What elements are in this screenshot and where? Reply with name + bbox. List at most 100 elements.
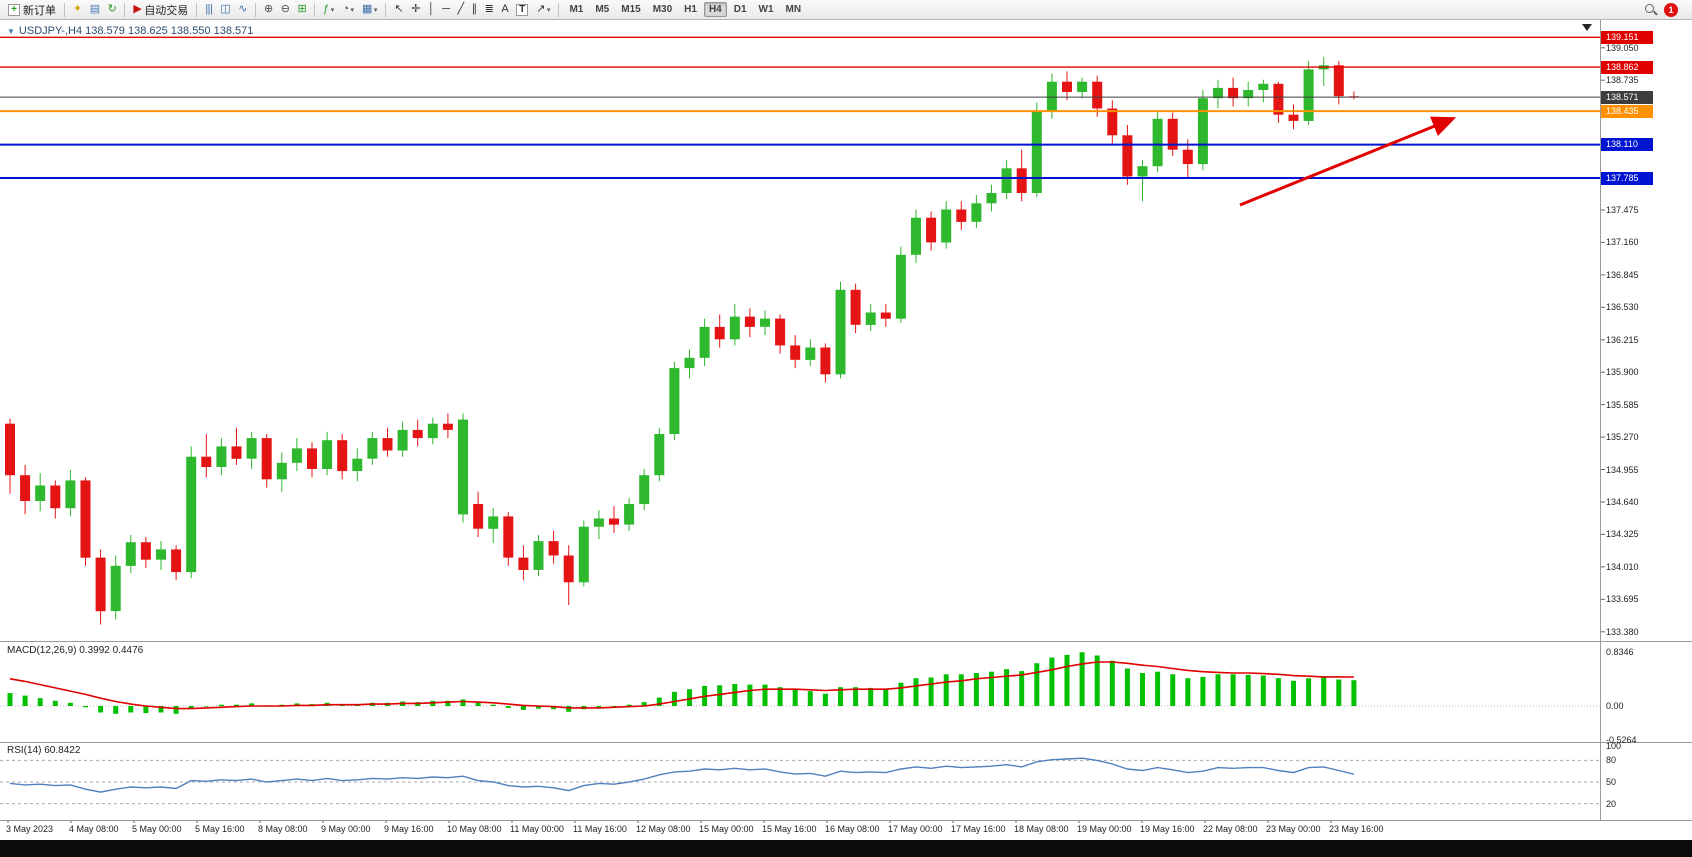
chart-marker-icon[interactable]: ▼: [7, 26, 15, 36]
candle-body: [578, 526, 589, 583]
tf-mn[interactable]: MN: [785, 4, 802, 15]
trendline-icon[interactable]: ╱: [455, 1, 467, 18]
line-chart-icon[interactable]: ∿: [235, 1, 250, 18]
time-axis-label: 5 May 16:00: [195, 824, 245, 834]
tf-w1[interactable]: W1: [758, 4, 774, 15]
rsi-line: [9, 757, 1355, 793]
price-axis-label: 135.900: [1606, 367, 1639, 378]
cursor-icon[interactable]: ↖: [391, 1, 406, 18]
candle-body: [1046, 81, 1057, 111]
metaeditor-icon: ✦: [73, 3, 82, 15]
candle-body: [412, 429, 423, 439]
arrow-objects-icon[interactable]: ↗ ▾: [533, 1, 553, 18]
tf-h4[interactable]: H4: [703, 2, 727, 17]
tf-h1[interactable]: H1: [684, 4, 697, 15]
candle-body: [1077, 81, 1088, 92]
bid-price-line-badge: 138.571: [1601, 90, 1653, 104]
chart-shift-marker-icon[interactable]: [1582, 24, 1592, 31]
tf-d1[interactable]: D1: [733, 4, 747, 15]
crosshair-icon[interactable]: ✛: [408, 1, 423, 18]
horizontal-line-icon[interactable]: ─: [439, 1, 452, 18]
candle-body: [518, 557, 529, 570]
price-axis-border[interactable]: [1600, 20, 1601, 820]
search-icon[interactable]: [1645, 3, 1657, 16]
text-icon: A: [501, 3, 509, 15]
new-order-button[interactable]: + 新订单: [5, 1, 59, 18]
candle-body: [548, 541, 559, 556]
tf-m5[interactable]: M5: [595, 4, 610, 15]
time-axis-label: 22 May 08:00: [1203, 824, 1258, 834]
candle-body: [307, 448, 317, 469]
macd-signal-line: [9, 661, 1354, 710]
candle-body: [291, 448, 302, 463]
indicators-icon[interactable]: ƒ ▾: [320, 1, 337, 18]
tf-m15[interactable]: M15: [621, 4, 641, 15]
time-axis-label: 16 May 08:00: [825, 824, 880, 834]
refresh-icon[interactable]: ↻: [105, 1, 120, 18]
text-icon[interactable]: A: [498, 1, 511, 18]
candle-body: [850, 289, 861, 325]
tile-windows-icon[interactable]: ⊞: [294, 1, 309, 18]
time-axis-label: 23 May 16:00: [1329, 824, 1384, 834]
candle-body: [1001, 168, 1012, 193]
toolbar-separator: [255, 2, 257, 17]
time-axis-border: [0, 820, 1692, 821]
time-axis-label: 9 May 16:00: [384, 824, 434, 834]
time-axis-label: 15 May 16:00: [762, 824, 817, 834]
channel-icon: ∥: [471, 3, 478, 15]
candle-body: [639, 475, 650, 504]
candle-body: [684, 357, 695, 369]
autotrading-button[interactable]: ▶ 自动交易: [130, 1, 191, 18]
candle-body: [473, 504, 484, 529]
zoom-in-icon[interactable]: ⊕: [261, 1, 276, 18]
tf-m1[interactable]: M1: [569, 4, 584, 15]
resistance-line-1-badge: 139.151: [1601, 30, 1653, 44]
price-axis-label: 135.270: [1606, 432, 1639, 443]
macd-axis-label: 0.8346: [1606, 647, 1634, 657]
candle-body: [95, 557, 106, 612]
candle-body: [880, 312, 891, 319]
candle-body: [276, 462, 287, 480]
vertical-line-icon[interactable]: │: [425, 1, 437, 18]
candle-body: [125, 542, 136, 566]
metaeditor-icon[interactable]: ✦: [70, 1, 85, 18]
price-axis-label: 134.640: [1606, 496, 1639, 507]
fibonacci-icon[interactable]: ≣: [482, 1, 497, 18]
time-axis-label: 19 May 16:00: [1140, 824, 1195, 834]
notification-badge[interactable]: 1: [1664, 2, 1678, 17]
panel-splitter-macd[interactable]: [0, 641, 1692, 642]
trend-arrow-annotation[interactable]: [1239, 116, 1457, 207]
channel-icon[interactable]: ∥: [469, 1, 480, 18]
templates-icon[interactable]: ▦ ▾: [359, 1, 380, 18]
zoom-out-icon[interactable]: ⊖: [278, 1, 293, 18]
bar-chart-icon[interactable]: |||: [202, 1, 215, 18]
candle-body: [1197, 98, 1208, 165]
price-axis-label: 134.955: [1606, 464, 1639, 475]
toolbar: + 新订单 ✦ ▤ ↻ ▶ 自动交易 ||| ◫ ∿ ⊕ ⊖ ⊞ ƒ ▾ ◔ ▾ ▦ ▾ ↖ ✛ │ ─ ╱ ∥ ≣ A T ↗ ▾ M1 M…: [0, 0, 1692, 20]
candlestick-chart-icon[interactable]: ◫: [217, 1, 233, 18]
time-axis-label: 11 May 16:00: [573, 824, 627, 834]
candle-body: [458, 419, 468, 515]
macd-main-value: 0.3992: [79, 645, 110, 656]
candle-body: [367, 438, 378, 459]
templates-icon: ▦: [361, 3, 372, 15]
panel-splitter-rsi[interactable]: [0, 742, 1692, 743]
candle-body: [563, 555, 574, 583]
candle-body: [1152, 118, 1163, 167]
price-axis-label: 135.585: [1606, 399, 1639, 410]
candle-body: [1016, 168, 1027, 193]
candle-body: [1031, 110, 1042, 193]
periods-icon[interactable]: ◔ ▾: [339, 1, 357, 18]
candle-body: [865, 312, 876, 325]
text-label-icon[interactable]: T: [513, 1, 531, 18]
candle-body: [80, 480, 91, 558]
time-axis-label: 15 May 00:00: [699, 824, 754, 834]
candle-body: [760, 318, 770, 327]
market-watch-icon[interactable]: ▤: [87, 1, 103, 18]
rsi-indicator-label: RSI(14) 60.8422: [7, 745, 81, 756]
zoom-out-icon: ⊖: [280, 3, 290, 15]
candle-body: [382, 438, 393, 451]
tf-m30[interactable]: M30: [652, 4, 673, 15]
candle-body: [1182, 149, 1193, 165]
